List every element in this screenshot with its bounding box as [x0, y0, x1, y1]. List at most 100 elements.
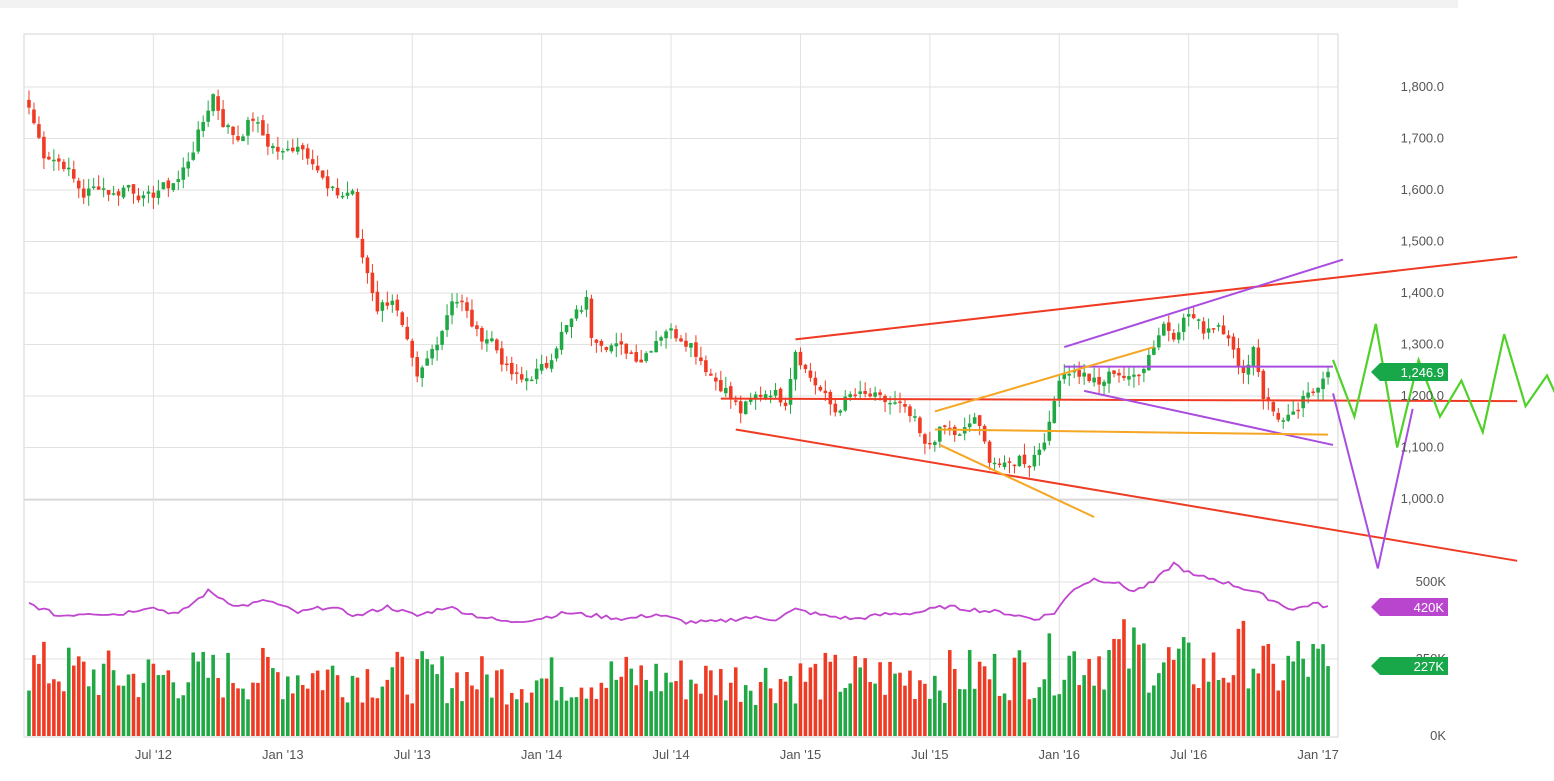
volume-bar: [1012, 657, 1017, 736]
volume-bar: [669, 682, 673, 736]
candle-body: [37, 124, 41, 138]
candle-body: [853, 394, 857, 397]
candle-body: [947, 427, 952, 430]
volume-bar: [813, 663, 818, 736]
candle-body: [355, 191, 360, 238]
red-lower-channel-line: [735, 428, 1518, 562]
candle-body: [176, 179, 181, 183]
candle-body: [320, 170, 325, 178]
volume-bar: [1226, 682, 1231, 736]
volume-bar: [793, 703, 798, 736]
date-axis-tick-label: Jul '16: [1170, 747, 1207, 762]
volume-bar: [684, 699, 688, 736]
volume-bar: [1112, 638, 1116, 736]
candle-body: [480, 328, 484, 342]
volume-bars: [27, 619, 1330, 736]
volume-bar: [1092, 685, 1096, 736]
date-axis-tick-label: Jan '17: [1297, 747, 1339, 762]
candle-body: [649, 351, 653, 353]
candle-body: [221, 109, 225, 127]
purple-upper-trendline: [1063, 258, 1344, 349]
volume-bar: [1107, 650, 1111, 736]
candle-body: [430, 349, 434, 359]
volume-bar: [131, 673, 136, 736]
volume-bar: [1166, 647, 1171, 736]
candle-body: [325, 176, 330, 189]
volume-bar: [1117, 639, 1121, 736]
volume-bar: [430, 664, 434, 736]
volume-bar: [226, 652, 230, 736]
candle-body: [191, 152, 196, 160]
date-axis-tick-label: Jan '14: [521, 747, 563, 762]
price-axis-tick-label: 1,300.0: [1401, 337, 1444, 352]
candle-body: [559, 331, 564, 350]
candle-body: [375, 291, 380, 312]
volume-bar: [773, 703, 778, 736]
volume-bar: [614, 679, 619, 736]
volume-bar: [211, 654, 215, 736]
candle-body: [365, 257, 370, 274]
volume-bar: [490, 697, 494, 736]
candle-body: [1132, 374, 1136, 377]
candle-body: [1301, 396, 1305, 409]
volume-bar: [992, 653, 997, 736]
candle-body: [793, 351, 798, 380]
volume-bar: [330, 665, 335, 736]
candle-body: [728, 386, 733, 399]
volume-bar: [435, 674, 439, 736]
price-axis-tick-label: 1,700.0: [1401, 131, 1444, 146]
volume-bar: [584, 698, 589, 736]
candle-body: [838, 410, 843, 413]
candle-body: [1266, 397, 1271, 402]
volume-bar: [569, 697, 574, 736]
candle-body: [529, 379, 534, 382]
candle-body: [1042, 442, 1047, 450]
volume-bar: [1142, 643, 1146, 736]
candle-body: [778, 388, 783, 403]
volume-bar: [460, 701, 464, 736]
volume-bar: [495, 670, 499, 736]
candle-body: [1166, 322, 1171, 331]
volume-bar: [1211, 652, 1216, 736]
candle-body: [86, 188, 91, 196]
candle-body: [704, 360, 708, 373]
red-horizontal-support-line: [720, 397, 1518, 403]
volume-bar: [933, 675, 937, 736]
volume-bar: [918, 680, 922, 736]
candle-body: [47, 156, 51, 160]
volume-bar: [1221, 677, 1226, 736]
candle-body: [1306, 392, 1310, 398]
candle-body: [1206, 328, 1211, 333]
volume-bar: [410, 703, 415, 736]
volume-bar: [1311, 644, 1315, 736]
volume-bar: [519, 689, 524, 736]
volume-bar: [699, 693, 703, 736]
candle-body: [1256, 347, 1261, 373]
volume-bar: [803, 681, 808, 736]
volume-bar: [738, 701, 743, 736]
volume-bar: [166, 670, 171, 736]
volume-bar: [340, 697, 345, 736]
volume-bar: [126, 674, 131, 736]
date-axis-tick-label: Jan '15: [780, 747, 822, 762]
volume-bar: [972, 688, 977, 736]
volume-bar: [694, 683, 698, 736]
volume-bar: [634, 685, 638, 736]
volume-bar: [609, 661, 614, 736]
volume-bar: [997, 695, 1002, 736]
candle-body: [67, 167, 71, 170]
candle-body: [574, 309, 579, 319]
candle-body: [818, 386, 823, 391]
volume-bar: [1162, 662, 1166, 736]
trendline-drawings[interactable]: [720, 255, 1554, 569]
candle-body: [1321, 378, 1325, 390]
volume-bar: [873, 683, 877, 736]
candle-body: [1107, 371, 1111, 384]
candle-body: [350, 190, 355, 195]
volume-bar: [465, 671, 469, 736]
volume-bar: [216, 677, 220, 736]
volume-bar: [1206, 681, 1211, 736]
date-axis-tick-label: Jul '12: [135, 747, 172, 762]
volume-bar: [1132, 627, 1136, 736]
